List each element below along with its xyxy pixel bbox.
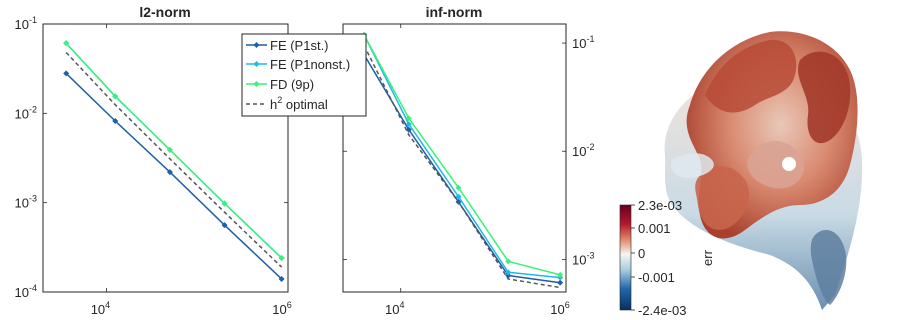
data-point-fd-9p xyxy=(455,184,462,191)
colorbar-tick-min: -2.4e-03 xyxy=(638,303,686,318)
legend-box xyxy=(241,33,367,117)
data-point-fe-p1nonst xyxy=(505,269,512,276)
y-tick-label: 10-1 xyxy=(572,34,594,51)
l2-plot-title: l2-norm xyxy=(139,4,190,20)
legend-label: FE (P1st.) xyxy=(270,38,329,53)
data-point-fe-p1st xyxy=(557,279,564,286)
legend-entry-fe-p1nonst: FE (P1nonst.) xyxy=(246,57,350,72)
inf-plot-box xyxy=(342,23,567,293)
series-line-h2-optimal xyxy=(65,51,283,268)
data-point-fd-9p xyxy=(505,258,512,265)
surface-hole xyxy=(782,157,796,171)
surface-light-band xyxy=(670,153,714,178)
surface-ridge-2 xyxy=(798,51,851,144)
data-point-fd-9p xyxy=(221,200,228,207)
series-line-h2-optimal xyxy=(363,45,561,289)
data-point-fd-9p xyxy=(63,40,70,47)
y-tick-label: 10-3 xyxy=(15,194,37,211)
x-tick-label: 104 xyxy=(385,300,404,317)
legend-entry-fe-p1st: FE (P1st.) xyxy=(246,38,329,53)
legend-label: FE (P1nonst.) xyxy=(270,57,350,72)
y-tick-label: 10-1 xyxy=(15,15,37,32)
legend: FE (P1st.) FE (P1nonst.) FD (9p) h2 opti… xyxy=(241,33,367,117)
colorbar-tick-neg: -0.001 xyxy=(638,270,675,285)
data-point-fd-9p xyxy=(278,255,285,262)
l2-series-layer xyxy=(63,40,285,282)
inf-series-layer xyxy=(361,31,564,289)
l2-axis-ticks: 104 106 10-1 10-2 10-3 10-4 xyxy=(15,15,292,317)
data-point-fe-p1st xyxy=(221,222,228,229)
inf-plot-title: inf-norm xyxy=(426,4,483,20)
y-tick-label: 10-2 xyxy=(15,104,37,121)
x-tick-label: 106 xyxy=(550,300,569,317)
data-point-fd-9p xyxy=(166,146,173,153)
data-point-fe-p1st xyxy=(112,118,119,125)
data-point-fd-9p xyxy=(557,271,564,278)
data-point-fd-9p xyxy=(112,93,119,100)
y-tick-label: 10-2 xyxy=(572,142,594,159)
colorbar-tick-zero: 0 xyxy=(638,246,645,261)
data-point-fd-9p xyxy=(405,115,412,122)
data-point-fe-p1st xyxy=(63,70,70,77)
x-tick-label: 106 xyxy=(272,300,291,317)
colorbar: 2.3e-03 0.001 0 -0.001 -2.4e-03 err xyxy=(619,198,715,318)
colorbar-tick-max: 2.3e-03 xyxy=(638,198,682,213)
surface-ridge-4 xyxy=(747,140,805,189)
colorbar-tick-marks xyxy=(631,204,635,311)
surface-ridge-3 xyxy=(695,165,749,230)
legend-entry-h2-optimal: h2 optimal xyxy=(246,95,328,112)
data-point-fe-p1st xyxy=(166,169,173,176)
data-point-fe-p1st xyxy=(405,126,412,133)
error-surface-plot xyxy=(664,31,863,311)
colorbar-tick-pos: 0.001 xyxy=(638,221,671,236)
inf-norm-plot: inf-norm 104 106 10-1 10-2 10-3 xyxy=(342,4,594,317)
data-point-fe-p1nonst xyxy=(455,193,462,200)
surface-ridge-1 xyxy=(705,39,797,113)
surface-blue-valley xyxy=(810,230,847,305)
legend-label: FD (9p) xyxy=(270,77,314,92)
legend-entry-fd-9p: FD (9p) xyxy=(246,77,314,92)
y-tick-label: 10-4 xyxy=(15,283,37,300)
data-point-fe-p1st xyxy=(505,272,512,279)
colorbar-label: err xyxy=(700,249,715,266)
legend-label: h2 optimal xyxy=(270,95,328,112)
x-tick-label: 104 xyxy=(91,300,110,317)
data-point-fe-p1st xyxy=(278,275,285,282)
y-tick-label: 10-3 xyxy=(572,250,594,267)
inf-axis-ticks: 104 106 10-1 10-2 10-3 xyxy=(343,24,594,317)
data-point-fe-p1nonst xyxy=(405,121,412,128)
colorbar-strip xyxy=(619,204,632,311)
